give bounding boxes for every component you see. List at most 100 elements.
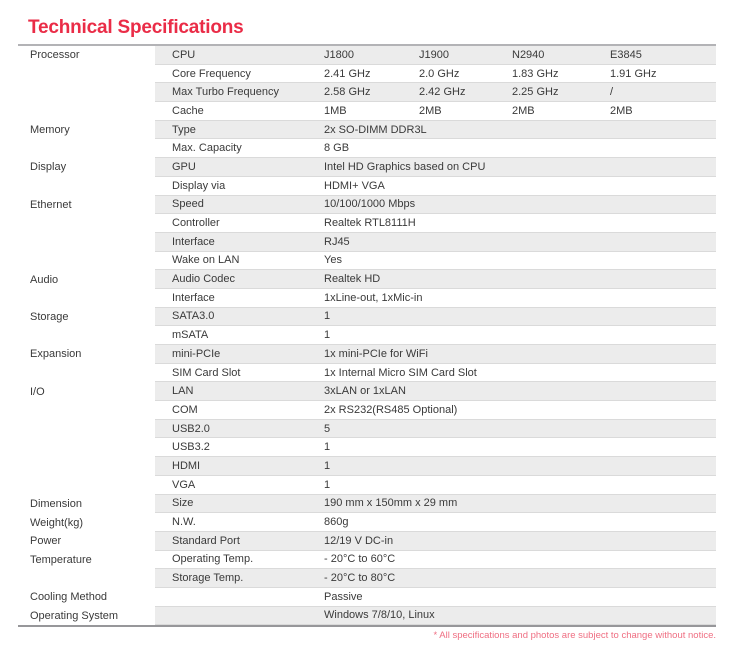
row-detail: Type 2x SO-DIMM DDR3L [155,120,716,140]
spec-value-cell: 5 [324,422,331,435]
table-row: Temperature Operating Temp. - 20°C to 60… [18,550,716,570]
table-row: Max. Capacity 8 GB [18,139,716,159]
row-detail: Core Frequency 2.41 GHz 2.0 GHz 1.83 GHz 1.… [155,64,716,84]
spec-values: 190 mm x 150mm x 29 mm [322,495,716,513]
row-detail: GPU Intel HD Graphics based on CPU [155,158,716,177]
row-detail: Windows 7/8/10, Linux [155,606,716,626]
spec-values: 2.58 GHz 2.42 GHz 2.25 GHz / [322,83,716,101]
spec-label-cell: Size [172,497,194,510]
spec-value-cell: 1MB [324,104,347,117]
category-cell [18,326,155,345]
spec-value-cell: 2.41 GHz [324,67,371,80]
spec-value-cell: 190 mm x 150mm x 29 mm [324,497,458,510]
table-row: Interface RJ45 [18,232,716,252]
spec-values: Realtek HD [322,270,716,288]
spec-values: RJ45 [322,233,716,251]
table-row: Audio Audio Codec Realtek HD [18,270,716,289]
spec-values: 3xLAN or 1xLAN [322,382,716,400]
spec-label-cell: HDMI [172,459,201,472]
spec-label-cell: COM [172,403,198,416]
spec-value-cell: 3xLAN or 1xLAN [324,385,406,398]
spec-value-cell: 2x SO-DIMM DDR3L [324,123,427,136]
table-row: I/O LAN 3xLAN or 1xLAN [18,382,716,402]
row-detail: Standard Port 12/19 V DC-in [155,531,716,551]
spec-value-cell: / [610,86,614,99]
spec-label-cell: Speed [172,198,204,211]
spec-value-cell: 1.91 GHz [610,67,657,80]
category-cell [18,139,155,159]
spec-value-cell: Intel HD Graphics based on CPU [324,160,486,173]
spec-value-cell: 1.83 GHz [512,67,559,80]
spec-values: 2x RS232(RS485 Optional) [322,401,716,419]
spec-values: 1 [322,326,716,344]
row-detail: SIM Card Slot 1x Internal Micro SIM Card… [155,363,716,383]
table-row: Cooling Method Passive [18,587,716,607]
spec-label-cell: Max. Capacity [172,142,242,155]
category-cell: Storage [18,307,155,327]
table-row: Interface 1xLine-out, 1xMic-in [18,288,716,308]
spec-value-cell: 1 [324,441,331,454]
table-row: USB2.0 5 [18,419,716,439]
row-detail: Controller Realtek RTL8111H [155,214,716,233]
spec-value-cell: 860g [324,516,349,529]
spec-label-cell: Operating Temp. [172,553,254,566]
category-cell [18,232,155,252]
spec-value-cell: - 20°C to 60°C [324,553,396,566]
row-detail: Passive [155,587,716,607]
row-detail: Max Turbo Frequency 2.58 GHz 2.42 GHz 2.25… [155,83,716,103]
category-cell [18,438,155,458]
spec-values: 12/19 V DC-in [322,532,716,550]
spec-values: 1MB 2MB 2MB 2MB [322,102,716,120]
row-detail: mSATA 1 [155,326,716,345]
spec-label-cell: Storage Temp. [172,572,244,585]
row-detail: Size 190 mm x 150mm x 29 mm [155,494,716,514]
spec-value-cell: 1 [324,478,331,491]
spec-value-cell: 2x RS232(RS485 Optional) [324,403,458,416]
table-row: Cache 1MB 2MB 2MB 2MB [18,102,716,121]
spec-label-cell: SATA3.0 [172,310,215,323]
spec-values: 860g [322,513,716,531]
spec-label-cell: Controller [172,217,220,230]
spec-label-cell: mini-PCIe [172,347,221,360]
spec-label-cell: Wake on LAN [172,254,240,267]
category-cell: Weight(kg) [18,513,155,532]
category-cell [18,83,155,103]
row-detail: HDMI 1 [155,457,716,476]
spec-values: 1 [322,457,716,475]
spec-label-cell: Max Turbo Frequency [172,86,279,99]
spec-label-cell: USB2.0 [172,422,210,435]
spec-value-cell: HDMI+ VGA [324,179,385,192]
category-cell: Temperature [18,550,155,570]
spec-values: Intel HD Graphics based on CPU [322,158,716,176]
spec-value-cell: 10/100/1000 Mbps [324,198,416,211]
spec-value-cell: 2.25 GHz [512,86,559,99]
row-detail: COM 2x RS232(RS485 Optional) [155,401,716,420]
spec-value-cell: J1900 [419,48,449,61]
table-row: Dimension Size 190 mm x 150mm x 29 mm [18,494,716,514]
table-row: Wake on LAN Yes [18,251,716,271]
spec-values: J1800 J1900 N2940 E3845 [322,46,716,64]
spec-value-cell: RJ45 [324,235,350,248]
table-row: USB3.2 1 [18,438,716,458]
spec-label-cell: LAN [172,385,194,398]
category-cell [18,214,155,233]
spec-values: 1x mini-PCIe for WiFi [322,345,716,363]
spec-values: 2.41 GHz 2.0 GHz 1.83 GHz 1.91 GHz [322,65,716,83]
spec-value-cell: 2MB [512,104,535,117]
row-detail: Display via HDMI+ VGA [155,176,716,196]
table-row: Weight(kg) N.W. 860g [18,513,716,532]
spec-value-cell: 1 [324,459,331,472]
spec-table: Processor CPU J1800 J1900 N2940 E3845 Core … [18,44,716,628]
category-cell: Ethernet [18,195,155,215]
table-row: HDMI 1 [18,457,716,476]
spec-value-cell: 2.58 GHz [324,86,371,99]
table-row: mSATA 1 [18,326,716,345]
spec-value-cell: 2.42 GHz [419,86,466,99]
row-detail: Operating Temp. - 20°C to 60°C [155,550,716,570]
spec-value-cell: Windows 7/8/10, Linux [324,609,435,622]
spec-label-cell: Display via [172,179,226,192]
category-cell [18,288,155,308]
spec-value-cell: 1x mini-PCIe for WiFi [324,347,428,360]
row-detail: CPU J1800 J1900 N2940 E3845 [155,46,716,65]
row-detail: Storage Temp. - 20°C to 80°C [155,569,716,588]
